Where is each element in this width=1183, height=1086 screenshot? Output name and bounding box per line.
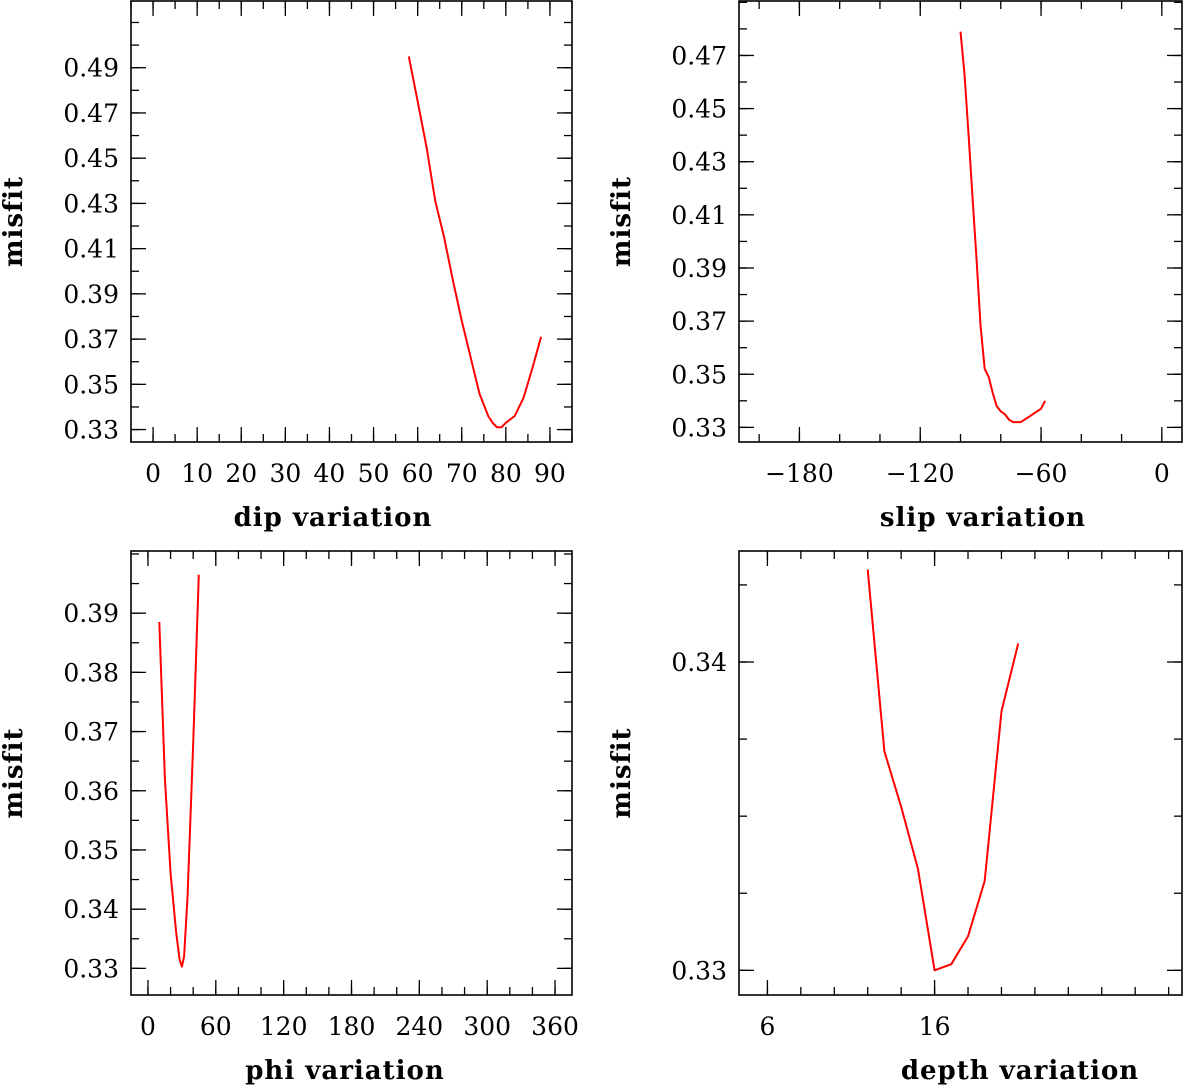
y-tick-label: 0.41 xyxy=(671,201,727,230)
x-axis-label: slip variation xyxy=(880,503,1086,533)
y-tick-label: 0.37 xyxy=(63,325,119,354)
x-tick-label: −120 xyxy=(886,459,955,488)
y-tick-label: 0.39 xyxy=(63,599,119,628)
x-tick-label: 80 xyxy=(490,459,522,488)
x-tick-label: 16 xyxy=(919,1012,951,1041)
x-tick-label: 10 xyxy=(181,459,213,488)
x-tick-label: 60 xyxy=(200,1012,232,1041)
dip-variation-panel: 0 10 20 30 40 50 60 70 80 90 0.33 0.35 0.37 0.39 0.41 0… xyxy=(0,0,573,533)
y-axis-label: misfit xyxy=(607,176,637,267)
depth-plot-frame xyxy=(738,550,1183,996)
y-tick-label: 0.45 xyxy=(63,144,119,173)
y-axis-label: misfit xyxy=(0,727,29,818)
x-tick-label: 90 xyxy=(534,459,566,488)
x-tick-label: 40 xyxy=(314,459,346,488)
y-tick-label: 0.43 xyxy=(671,148,727,177)
phi-misfit-series-line xyxy=(158,574,200,968)
x-tick-label: 50 xyxy=(358,459,390,488)
y-tick-label: 0.39 xyxy=(671,254,727,283)
y-tick-label: 0.33 xyxy=(671,413,727,442)
x-tick-label: 360 xyxy=(531,1012,579,1041)
x-tick-label: 60 xyxy=(402,459,434,488)
x-axis-label: phi variation xyxy=(245,1056,445,1086)
x-tick-label: 30 xyxy=(269,459,301,488)
y-tick-label: 0.37 xyxy=(671,307,727,336)
y-tick-label: 0.33 xyxy=(63,416,119,445)
x-tick-label: 120 xyxy=(260,1012,308,1041)
y-tick-label: 0.33 xyxy=(63,954,119,983)
slip-variation-panel: −180 −120 −60 0 0.33 0.35 0.37 0.39 0.41 0.43 0.45… xyxy=(607,0,1183,533)
y-tick-label: 0.39 xyxy=(63,280,119,309)
y-tick-label: 0.34 xyxy=(671,648,727,677)
y-tick-label: 0.35 xyxy=(63,370,119,399)
y-tick-label: 0.47 xyxy=(63,99,119,128)
dip-plot-frame xyxy=(130,0,573,443)
y-tick-label: 0.45 xyxy=(671,95,727,124)
y-axis-label: misfit xyxy=(607,727,637,818)
x-tick-label: 240 xyxy=(395,1012,443,1041)
x-tick-label: 0 xyxy=(145,459,161,488)
x-tick-label: 0 xyxy=(140,1012,156,1041)
x-tick-label: 20 xyxy=(225,459,257,488)
y-tick-label: 0.33 xyxy=(671,956,727,985)
y-tick-label: 0.35 xyxy=(671,360,727,389)
x-tick-label: 180 xyxy=(328,1012,376,1041)
slip-misfit-series-line xyxy=(959,31,1046,424)
y-tick-label: 0.35 xyxy=(63,836,119,865)
x-tick-label: 0 xyxy=(1154,459,1170,488)
x-axis-label: depth variation xyxy=(901,1056,1139,1086)
x-tick-label: 300 xyxy=(463,1012,511,1041)
y-axis-label: misfit xyxy=(0,176,29,267)
y-tick-label: 0.41 xyxy=(63,235,119,264)
x-tick-label: 70 xyxy=(446,459,478,488)
y-tick-label: 0.47 xyxy=(671,41,727,70)
depth-variation-panel: 6 16 0.33 0.34 depth variation misfit xyxy=(607,550,1183,1086)
y-tick-label: 0.34 xyxy=(63,895,119,924)
depth-misfit-series-line xyxy=(866,569,1020,972)
y-tick-label: 0.37 xyxy=(63,718,119,747)
x-tick-label: −60 xyxy=(1015,459,1068,488)
x-axis-label: dip variation xyxy=(234,503,433,533)
y-tick-label: 0.49 xyxy=(63,54,119,83)
x-tick-label: −180 xyxy=(765,459,834,488)
phi-variation-panel: 0 60 120 180 240 300 360 0.33 0.34 0.35 0.36 0.37 0.… xyxy=(0,550,579,1086)
y-tick-label: 0.36 xyxy=(63,777,119,806)
dip-misfit-series-line xyxy=(407,56,543,429)
y-tick-label: 0.43 xyxy=(63,189,119,218)
slip-plot-frame xyxy=(738,0,1183,443)
y-tick-label: 0.38 xyxy=(63,658,119,687)
x-tick-label: 6 xyxy=(759,1012,775,1041)
